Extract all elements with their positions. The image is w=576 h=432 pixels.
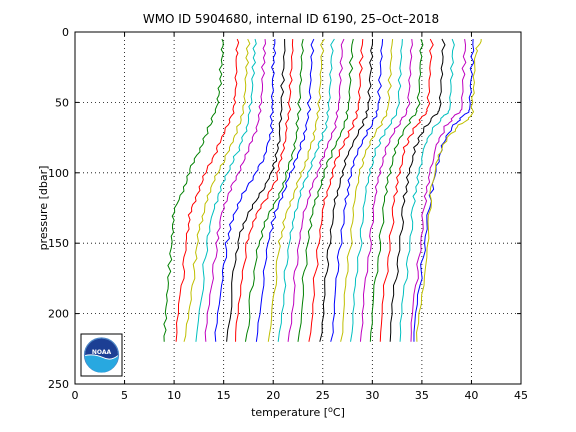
profile-line-10 — [255, 38, 315, 342]
profile-line-27 — [416, 39, 482, 342]
profile-line-22 — [379, 38, 434, 342]
y-tick-label: 150 — [48, 237, 69, 250]
profile-line-18 — [340, 38, 394, 342]
x-tick-label: 25 — [316, 389, 330, 402]
profile-line-17 — [330, 39, 384, 342]
x-tick-label: 10 — [167, 389, 181, 402]
profile-line-19 — [350, 39, 403, 342]
series-lines — [163, 38, 482, 342]
profile-line-8 — [235, 39, 294, 342]
profile-line-23 — [389, 38, 446, 342]
logo-text: NOAA — [92, 349, 112, 356]
profile-line-20 — [359, 38, 413, 342]
x-tick-label: 20 — [266, 389, 280, 402]
x-axis-label-main: temperature [ — [251, 406, 328, 419]
profile-line-9 — [244, 38, 304, 342]
profile-line-13 — [287, 38, 345, 342]
profile-line-2 — [175, 38, 240, 342]
y-tick-label: 0 — [62, 26, 69, 39]
profile-line-1 — [163, 38, 224, 342]
profile-line-24 — [399, 38, 455, 342]
x-tick-label: 45 — [514, 389, 528, 402]
x-tick-label: 40 — [464, 389, 478, 402]
profile-line-21 — [369, 38, 424, 342]
profile-line-26 — [413, 39, 475, 342]
y-tick-label: 100 — [48, 167, 69, 180]
profile-line-4 — [195, 38, 257, 342]
x-axis-label-degree: o — [328, 405, 333, 414]
profile-line-11 — [267, 38, 325, 342]
profile-line-3 — [183, 38, 251, 342]
x-axis-label-unit: C] — [333, 406, 345, 419]
profile-line-15 — [308, 39, 364, 342]
y-tick-label: 200 — [48, 308, 69, 321]
logo-wave — [85, 355, 118, 373]
profile-line-25 — [410, 38, 467, 342]
axis-ticks: 0 5 10 15 20 25 30 35 40 45 0 50 100 150 200 250 — [48, 26, 528, 402]
x-tick-label: 5 — [121, 389, 128, 402]
noaa-logo: NOAA — [80, 333, 123, 377]
y-axis-label: pressure [dbar] — [37, 166, 50, 251]
profile-line-14 — [297, 38, 354, 342]
x-tick-label: 35 — [415, 389, 429, 402]
profile-line-5 — [204, 38, 266, 342]
chart-title: WMO ID 5904680, internal ID 6190, 25–Oct… — [143, 12, 439, 26]
y-tick-label: 50 — [55, 96, 69, 109]
x-tick-label: 30 — [365, 389, 379, 402]
x-tick-label: 0 — [72, 389, 79, 402]
x-axis-label: temperature [oC] — [251, 405, 345, 419]
profile-line-7 — [226, 39, 286, 342]
profile-line-6 — [214, 39, 277, 342]
logo-sky — [85, 338, 118, 359]
y-tick-label: 250 — [48, 378, 69, 391]
plot-frame — [74, 31, 522, 385]
x-tick-label: 15 — [217, 389, 231, 402]
profile-line-12 — [277, 38, 335, 342]
profile-line-16 — [319, 39, 374, 342]
